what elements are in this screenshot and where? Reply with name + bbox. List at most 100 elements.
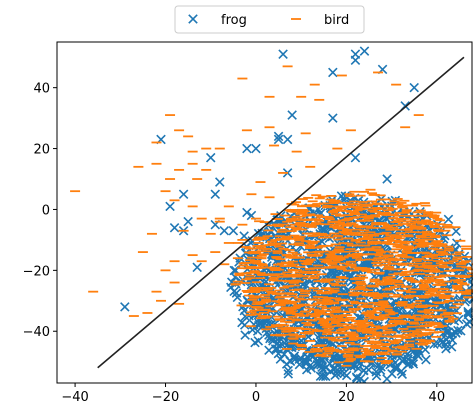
y-tick-label: 20 [33, 143, 50, 158]
frog-point [219, 226, 230, 236]
frog-point [228, 226, 239, 236]
frog-cluster-point [461, 319, 472, 329]
frog-cluster-point [339, 302, 350, 312]
x-tick-label: 20 [338, 390, 355, 405]
frog-cluster-point [239, 320, 250, 330]
frog-point [273, 134, 284, 145]
x-tick-label: 40 [429, 390, 446, 405]
frog-point [350, 152, 361, 163]
axis-ticks: −40 −20 0 20 40 −40 −20 0 20 40 [23, 82, 446, 405]
frog-cluster-point [317, 364, 328, 375]
frog-cluster-point [283, 365, 293, 376]
frog-cluster-point [249, 319, 259, 330]
frog-cluster-point [271, 339, 282, 349]
frog-point [169, 222, 180, 233]
x-tick-label: 0 [252, 390, 260, 405]
frog-cluster-point [408, 359, 419, 369]
frog-cluster-point [262, 320, 272, 330]
frog-point [242, 143, 252, 154]
frog-point [282, 134, 293, 145]
y-tick-label: −40 [23, 325, 50, 340]
frog-cluster-point [469, 294, 473, 304]
frog-cluster-point [240, 330, 250, 340]
plot-frame [56, 41, 473, 384]
frog-cluster-point [453, 314, 464, 325]
frog-point [183, 216, 193, 227]
frog-cluster-point [288, 351, 299, 362]
frog-cluster-point [285, 356, 296, 367]
frog-cluster-point [317, 362, 327, 373]
frog-cluster-point [446, 342, 457, 352]
frog-cluster-point [339, 368, 349, 379]
frog-cluster-point [441, 334, 452, 345]
frog-cluster-point [264, 330, 274, 340]
y-tick-label: 0 [42, 203, 50, 218]
frog-cluster-point [330, 370, 340, 380]
frog-cluster-point [300, 356, 311, 366]
legend-frog-marker [188, 14, 198, 24]
frog-point [382, 174, 392, 184]
frog-point [120, 302, 130, 312]
frog-cluster-point [382, 374, 392, 383]
frog-point [242, 207, 252, 218]
frog-cluster-point [283, 369, 294, 379]
frog-point [192, 262, 202, 273]
legend-box [174, 5, 365, 34]
y-tick-label: −20 [23, 264, 50, 279]
frog-cluster-point [301, 345, 312, 356]
frog-point [215, 177, 225, 187]
frog-cluster-point [315, 371, 326, 382]
frog-point [178, 189, 189, 199]
frog-point [205, 152, 216, 163]
x-tick-label: −40 [61, 390, 88, 405]
frog-cluster-point [239, 231, 249, 241]
frog-point [251, 143, 261, 154]
frog-cluster-point [421, 354, 431, 365]
frog-cluster-point [355, 358, 366, 368]
frog-cluster-point [232, 292, 243, 303]
y-tick-label: 40 [33, 82, 50, 97]
frog-cluster-point [273, 348, 284, 359]
frog-point [328, 67, 338, 78]
frog-cluster-point [325, 358, 335, 369]
frog-cluster-point [335, 284, 346, 295]
frog-cluster-point [275, 354, 286, 364]
legend: frog bird [174, 5, 365, 34]
frog-cluster-point [396, 366, 407, 376]
frog-point [278, 49, 288, 59]
legend-frog-label: frog [221, 13, 247, 28]
frog-cluster-point [367, 357, 378, 368]
frog-cluster-point [399, 354, 410, 365]
frog-point [210, 189, 221, 199]
x-tick-label: −20 [152, 390, 179, 405]
frog-cluster-point [463, 308, 473, 318]
plot-area [56, 41, 473, 384]
frog-cluster-point [441, 326, 452, 337]
frog-point [287, 110, 297, 120]
frog-cluster-point [453, 325, 463, 336]
frog-cluster-point [240, 311, 251, 322]
frog-cluster-point [389, 362, 400, 373]
frog-cluster-point [371, 370, 382, 381]
legend-bird-label: bird [324, 13, 349, 28]
frog-cluster-point [443, 214, 454, 225]
frog-cluster-point [441, 343, 451, 354]
data-points [70, 46, 473, 383]
frog-point [359, 46, 370, 56]
frog-point [165, 201, 175, 212]
frog-cluster-point [456, 326, 466, 336]
frog-cluster-point [357, 332, 368, 342]
frog-point [328, 113, 338, 123]
frog-point [409, 82, 419, 93]
frog-point [273, 131, 284, 142]
frog-cluster-point [250, 337, 260, 348]
frog-cluster-point [363, 365, 374, 375]
reference-line [97, 56, 465, 369]
frog-cluster-point [397, 369, 408, 380]
frog-cluster-point [353, 363, 364, 374]
frog-cluster-point [317, 224, 327, 235]
frog-cluster-point [351, 372, 362, 382]
frog-cluster-point [463, 309, 473, 320]
frog-cluster-point [397, 356, 407, 366]
